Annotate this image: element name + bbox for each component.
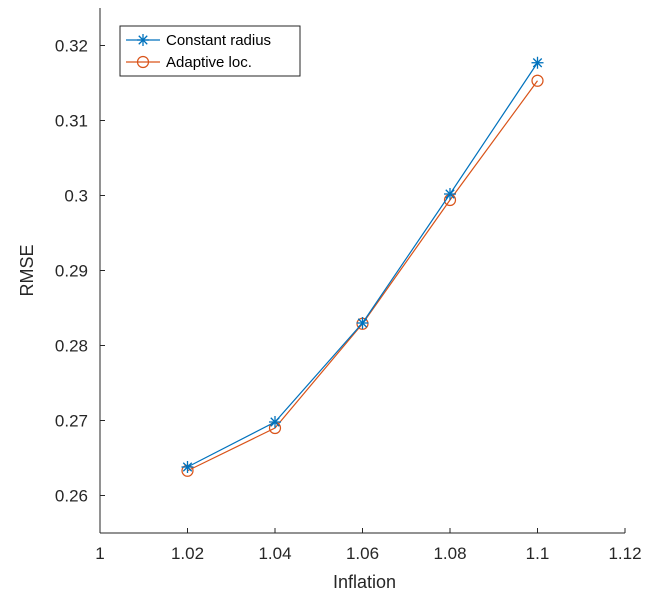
y-tick-label: 0.29 (55, 262, 88, 281)
legend: Constant radius Adaptive loc. (119, 25, 301, 77)
y-axis-label: RMSE (17, 244, 37, 296)
data-point (531, 74, 544, 87)
data-point (269, 416, 281, 428)
legend-box (119, 25, 301, 77)
x-tick-label: 1 (95, 544, 104, 563)
x-axis-label: Inflation (333, 572, 396, 592)
x-tick-label: 1.08 (433, 544, 466, 563)
y-tick-label: 0.27 (55, 412, 88, 431)
series-layer (181, 56, 544, 477)
y-tick-label: 0.28 (55, 337, 88, 356)
legend-marker (136, 55, 150, 69)
series-line (187, 62, 538, 468)
legend-label: Adaptive loc. (166, 54, 252, 71)
legend-marker (137, 34, 149, 46)
y-tick-label: 0.26 (55, 487, 88, 506)
x-tick-label: 1.02 (171, 544, 204, 563)
data-point (531, 56, 544, 69)
x-tick-label: 1.04 (258, 544, 291, 563)
data-point (181, 461, 194, 473)
data-point (356, 317, 369, 329)
y-tick-label: 0.32 (55, 37, 88, 56)
axes: 1 1.02 1.04 1.06 1.08 1.1 1.12 0.26 0.27 0.28 0.29… (55, 8, 642, 563)
y-tick-label: 0.3 (64, 187, 88, 206)
data-point (444, 188, 456, 200)
x-tick-label: 1.06 (346, 544, 379, 563)
y-tick-label: 0.31 (55, 112, 88, 131)
series-line (187, 80, 538, 472)
x-tick-label: 1.12 (608, 544, 641, 563)
legend-entry: Constant radius (126, 32, 271, 49)
legend-entry: Adaptive loc. (126, 54, 252, 71)
legend-label: Constant radius (166, 32, 271, 49)
x-tick-label: 1.1 (526, 544, 550, 563)
series-1 (181, 56, 544, 473)
